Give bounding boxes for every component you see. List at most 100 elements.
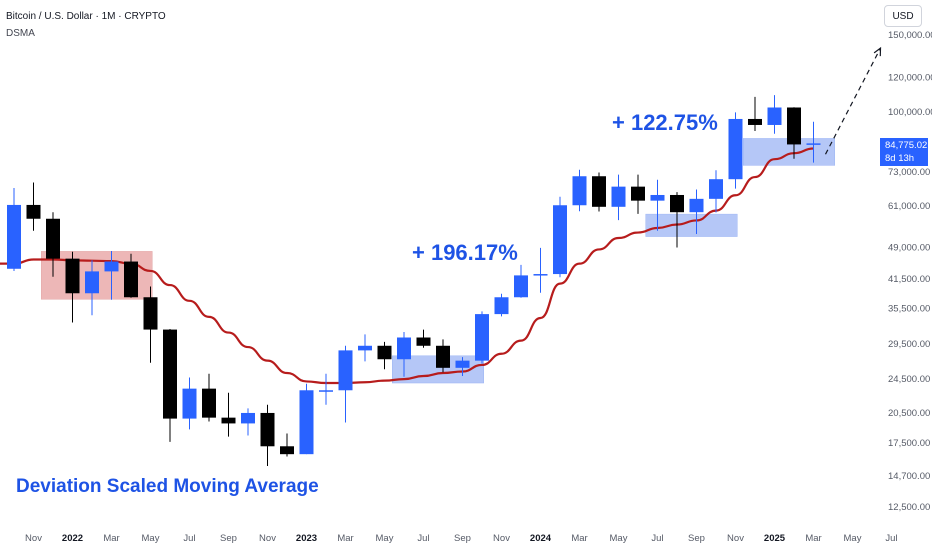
candle-body [475,314,489,361]
candle-body [767,107,782,125]
candle-2024-09 [689,189,704,235]
candle-2022-12 [280,433,294,457]
candle-body [572,176,587,206]
candle-body [358,345,372,351]
candle-2024-08 [670,192,684,248]
x-tick-label: Mar [805,533,821,544]
candle-2024-01 [533,247,548,293]
candle-2022-03 [104,250,119,300]
candle-2023-01 [299,383,314,455]
candle-body [689,198,704,213]
projection-layer [824,46,882,155]
x-tick-label: 2024 [530,533,552,544]
candle-body [397,337,411,360]
candle-body [46,218,60,259]
x-tick-label: Jul [885,533,897,544]
x-tick-label: Sep [688,533,705,544]
candle-2025-03 [806,121,821,163]
symbol-title[interactable]: Bitcoin / U.S. Dollar · 1M · CRYPTO [6,11,166,22]
highlight-box-3 [645,213,738,237]
x-tick-label: 2023 [296,533,317,544]
candle-2024-10 [709,170,723,213]
candle-2022-01 [65,251,80,323]
x-tick-label: May [376,533,394,544]
candle-body [514,275,528,298]
candle-2023-02 [319,373,333,405]
candle-2022-04 [124,253,138,298]
indicator-label[interactable]: DSMA [6,28,35,39]
x-tick-label: 2025 [764,533,786,544]
x-tick-label: Jul [417,533,429,544]
x-tick-label: Sep [220,533,237,544]
y-tick-label: 100,000.00 [888,107,932,118]
candle-2023-09 [455,357,470,377]
x-tick-label: Nov [727,533,744,544]
candle-2023-12 [514,264,528,298]
candle-2023-05 [377,341,392,370]
x-tick-label: Mar [571,533,587,544]
candle-body [728,118,743,180]
candle-2024-03 [572,169,587,212]
candle-body [670,194,684,213]
price-axis: 12,500.00 14,700.00 17,500.00 20,500.00 24,5… [888,30,932,513]
candle-body [455,360,470,368]
candle-2025-02 [787,107,801,159]
y-tick-label: 41,500.00 [888,274,930,285]
candle-body [592,176,606,207]
y-tick-label: 24,500.00 [888,374,930,385]
annotation-indicator-name: Deviation Scaled Moving Average [16,476,319,497]
x-tick-label: May [844,533,862,544]
candle-2023-11 [494,293,509,317]
x-tick-label: May [142,533,160,544]
y-tick-label: 35,500.00 [888,304,930,315]
candle-2023-07 [416,329,431,348]
last-price-value: 84,775.02 [885,140,928,151]
y-tick-label: 12,500.00 [888,502,930,513]
candle-body [182,388,197,419]
candle-body [611,186,626,207]
candle-2024-06 [631,174,645,214]
y-tick-label: 29,500.00 [888,339,930,350]
x-tick-label: May [610,533,628,544]
x-tick-label: 2022 [62,533,83,544]
candle-2022-06 [163,328,177,442]
candle-body [709,179,723,199]
y-tick-label: 61,000.00 [888,201,930,212]
candle-2023-04 [358,334,372,362]
candle-body [377,345,392,360]
candle-body [280,446,294,455]
candle-body [124,261,138,298]
last-price-tag: 84,775.02 8d 13h [880,138,928,166]
x-tick-label: Mar [103,533,119,544]
y-tick-label: 49,000.00 [888,242,930,253]
y-tick-label: 150,000.00 [888,30,932,41]
candle-body [221,417,236,424]
candle-body [436,345,450,368]
candles-layer [7,95,821,467]
candle-body [26,204,41,219]
candle-body [787,107,801,145]
candle-2021-10 [7,188,21,271]
candle-2022-09 [221,392,236,437]
candle-2022-10 [241,408,255,436]
candle-body [416,337,431,346]
currency-button[interactable]: USD [884,5,922,27]
y-tick-label: 14,700.00 [888,471,930,482]
candle-2022-05 [143,286,158,363]
candle-2022-08 [202,373,216,422]
annotation-gain-2024: + 122.75% [612,110,718,135]
candle-2023-06 [397,331,411,377]
candle-countdown: 8d 13h [885,153,915,164]
x-tick-label: Nov [493,533,510,544]
candle-2024-05 [611,174,626,221]
annotation-gain-2023: + 196.17% [412,240,518,265]
candle-2024-02 [553,196,567,278]
y-tick-label: 73,000.00 [888,167,930,178]
candle-body [553,205,567,275]
x-tick-label: Jul [183,533,195,544]
candle-body [202,388,216,418]
candle-body [104,261,119,272]
candle-2022-07 [182,377,197,430]
candle-2024-04 [592,172,606,212]
